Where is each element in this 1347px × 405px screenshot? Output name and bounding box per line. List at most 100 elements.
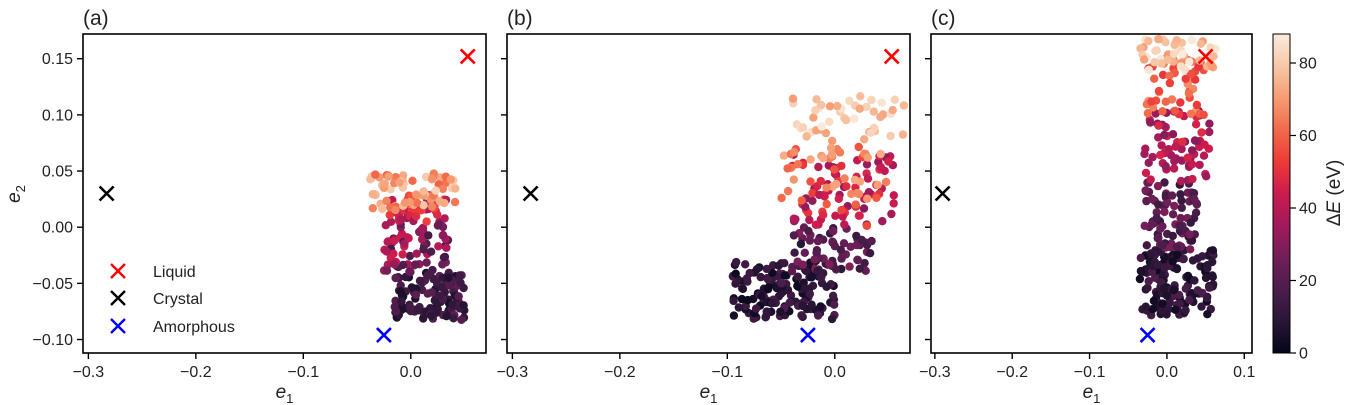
data-point bbox=[1152, 208, 1161, 217]
data-point bbox=[411, 290, 421, 299]
data-point bbox=[821, 128, 831, 138]
data-point bbox=[1158, 107, 1167, 116]
data-point bbox=[1176, 176, 1186, 186]
data-point bbox=[438, 231, 447, 240]
data-point bbox=[801, 202, 810, 212]
data-point bbox=[445, 281, 454, 290]
legend-marker-amorphous bbox=[110, 318, 126, 334]
data-point bbox=[840, 174, 849, 183]
data-point bbox=[395, 178, 404, 187]
data-point bbox=[451, 184, 460, 193]
data-point bbox=[738, 284, 748, 294]
data-point bbox=[405, 267, 414, 276]
data-point bbox=[833, 101, 842, 111]
data-point bbox=[757, 291, 766, 301]
marker-amorphous bbox=[1139, 327, 1156, 343]
marker-liquid bbox=[883, 48, 900, 65]
data-point bbox=[787, 267, 797, 276]
data-point bbox=[886, 131, 895, 141]
data-point bbox=[783, 285, 793, 295]
data-point bbox=[732, 257, 741, 267]
data-point bbox=[789, 231, 799, 240]
data-point bbox=[1174, 290, 1184, 300]
data-point bbox=[1199, 151, 1209, 160]
data-point bbox=[729, 311, 739, 320]
data-point bbox=[818, 153, 828, 163]
data-point bbox=[1178, 137, 1187, 147]
data-point bbox=[1163, 198, 1172, 207]
data-point bbox=[1143, 109, 1153, 118]
data-point bbox=[800, 248, 809, 257]
data-point bbox=[833, 145, 842, 154]
colorbar: 0 20 40 60 80 ΔE (eV) bbox=[1272, 33, 1345, 363]
data-point bbox=[814, 162, 823, 172]
data-point bbox=[805, 289, 814, 299]
data-point bbox=[408, 176, 417, 185]
data-point bbox=[1191, 208, 1201, 217]
data-point bbox=[1203, 264, 1212, 273]
data-point bbox=[729, 296, 738, 306]
data-point bbox=[1176, 190, 1185, 199]
data-point bbox=[1141, 168, 1151, 178]
data-point bbox=[1190, 136, 1200, 145]
data-point bbox=[411, 260, 420, 269]
data-point bbox=[1140, 221, 1149, 230]
data-point bbox=[419, 187, 428, 196]
data-point bbox=[842, 182, 851, 191]
data-point bbox=[1157, 59, 1166, 68]
panel-label-b: (b) bbox=[507, 7, 533, 30]
data-point bbox=[828, 136, 837, 146]
data-point bbox=[890, 95, 899, 104]
data-point bbox=[1161, 38, 1170, 47]
x-tick-label: −0.2 bbox=[180, 364, 212, 381]
markers-b bbox=[522, 48, 900, 343]
data-point bbox=[428, 174, 437, 183]
data-point bbox=[825, 260, 834, 269]
data-point bbox=[867, 236, 876, 246]
data-point bbox=[830, 165, 839, 174]
data-point bbox=[777, 279, 786, 288]
marker-amorphous bbox=[375, 327, 392, 343]
data-point bbox=[847, 189, 856, 199]
data-point bbox=[419, 314, 428, 323]
x-tick-label: −0.3 bbox=[73, 364, 105, 381]
data-point bbox=[827, 150, 836, 160]
x-tick-label: −0.3 bbox=[497, 364, 529, 381]
y-tick-label: 0.05 bbox=[42, 164, 73, 181]
data-point bbox=[1172, 264, 1182, 273]
data-point bbox=[825, 117, 834, 127]
data-point bbox=[1186, 218, 1195, 227]
data-point bbox=[809, 113, 818, 122]
data-point bbox=[427, 288, 436, 297]
data-point bbox=[888, 105, 897, 115]
data-point bbox=[839, 239, 849, 248]
data-point bbox=[898, 130, 908, 139]
panel-a: (a) −0.3 −0.2 −0.1 0.0 −0.10 −0.05 0.00 0.05 0.… bbox=[4, 7, 487, 405]
data-point bbox=[1158, 70, 1168, 80]
data-point bbox=[444, 273, 453, 282]
data-point bbox=[828, 291, 838, 300]
plot-frame-a bbox=[82, 33, 487, 354]
data-point bbox=[797, 196, 806, 205]
data-point bbox=[1191, 120, 1201, 129]
marker-liquid bbox=[459, 48, 476, 65]
data-point bbox=[876, 112, 885, 122]
data-point bbox=[789, 214, 799, 223]
data-point bbox=[877, 98, 886, 107]
data-point bbox=[391, 307, 401, 316]
data-point bbox=[1170, 201, 1179, 211]
data-point bbox=[1152, 213, 1161, 223]
data-point bbox=[411, 212, 421, 221]
legend-label-amorphous: Amorphous bbox=[153, 319, 235, 336]
data-point bbox=[1165, 297, 1174, 307]
panel-c: (c) −0.3 −0.2 −0.1 0.0 0.1 e1 bbox=[919, 7, 1255, 405]
data-point bbox=[743, 295, 752, 305]
data-point bbox=[454, 292, 463, 301]
data-point bbox=[756, 272, 765, 282]
data-point bbox=[1195, 160, 1204, 170]
data-point bbox=[850, 175, 860, 185]
data-point bbox=[797, 311, 806, 320]
data-point bbox=[798, 123, 808, 132]
data-point bbox=[854, 142, 863, 152]
